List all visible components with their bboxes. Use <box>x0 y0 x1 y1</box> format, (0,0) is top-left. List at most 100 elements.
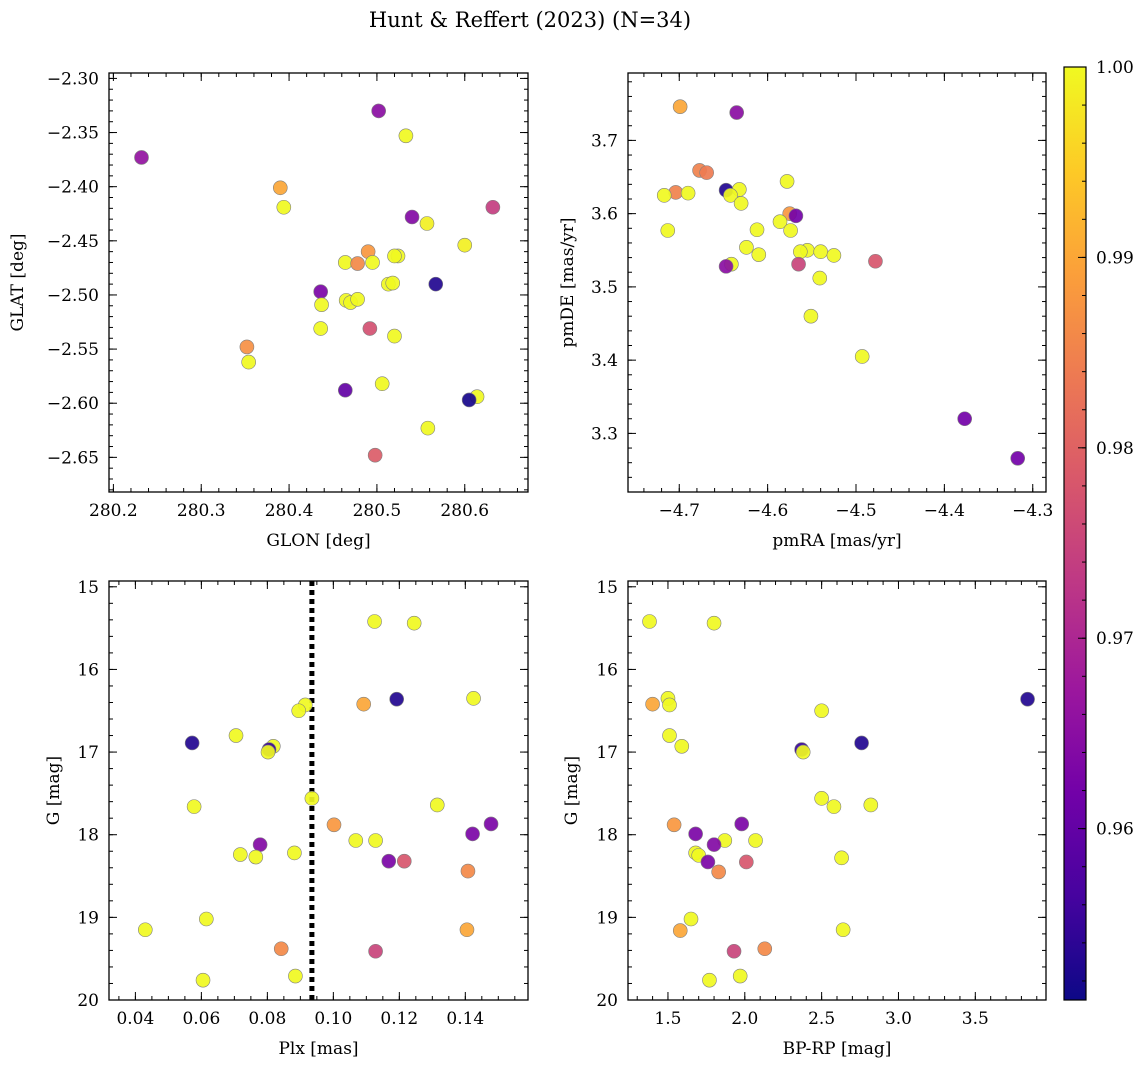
scatter-point <box>260 744 276 760</box>
x-tick-label: 280.3 <box>177 501 226 521</box>
scatter-point <box>273 941 289 957</box>
x-tick-label: 3.0 <box>885 1009 912 1029</box>
x-axis-label: BP-RP [mag] <box>783 1039 892 1059</box>
x-tick-label: 3.5 <box>962 1009 989 1029</box>
scatter-point <box>457 237 473 253</box>
scatter-point <box>813 244 828 260</box>
scatter-point <box>371 103 386 119</box>
x-tick-label: 0.06 <box>182 1009 220 1029</box>
scatter-point <box>729 105 744 120</box>
scatter-point <box>672 99 688 114</box>
x-axis-label: GLON [deg] <box>266 531 370 551</box>
scatter-point <box>706 837 722 852</box>
ticks <box>628 581 1046 1001</box>
colorbar: 0.96 0.97 0.98 0.99 1.00 <box>1063 58 1134 1001</box>
scatter-point <box>365 255 380 270</box>
x-tick-label: −4.7 <box>659 501 700 521</box>
scatter-point <box>368 833 383 848</box>
scatter-point <box>732 968 748 984</box>
scatter-point <box>356 696 371 712</box>
y-axis-label: G [mag] <box>562 756 582 825</box>
scatter-point <box>134 150 149 165</box>
y-tick-label: −2.45 <box>47 232 99 252</box>
scatter-point <box>718 259 734 274</box>
scatter-point <box>374 376 390 392</box>
scatter-point <box>389 691 404 707</box>
scatter-point <box>826 248 842 263</box>
scatter-point <box>734 816 750 832</box>
scatter-point <box>680 185 696 201</box>
y-tick-label: −2.50 <box>47 286 99 306</box>
scatter-point <box>304 791 320 806</box>
subplots: 280.2 280.3 280.4 280.5 280.6 −2.65 −2.60 −2.55… <box>8 69 1053 1059</box>
y-tick-label: −2.40 <box>47 178 99 198</box>
scatter-point <box>485 199 501 215</box>
x-tick-label: 280.6 <box>440 501 489 521</box>
scatter-point <box>465 826 480 842</box>
scatter-point <box>783 223 798 238</box>
y-tick-label: 19 <box>596 908 618 928</box>
scatter-point <box>795 744 811 760</box>
scatter-point <box>272 180 288 196</box>
scatter-point <box>854 349 870 364</box>
scatter-point <box>429 797 445 813</box>
y-tick-label: 20 <box>77 991 99 1011</box>
scatter-point <box>957 411 972 427</box>
colorbar-gradient <box>1063 66 1087 1001</box>
scatter-point <box>350 256 365 271</box>
scatter-point <box>674 738 690 754</box>
scatter-point <box>276 199 292 215</box>
scatter-point <box>385 275 401 291</box>
x-tick-label: 2.0 <box>731 1009 758 1029</box>
axes-frame <box>627 580 1047 1001</box>
y-tick-label: −2.55 <box>47 340 99 360</box>
y-tick-label: 19 <box>77 908 99 928</box>
scatter-point <box>683 911 699 927</box>
scatter-point <box>739 854 754 870</box>
scatter-point <box>186 799 202 814</box>
scatter-point <box>396 853 412 869</box>
y-tick-label: −2.60 <box>47 394 99 414</box>
scatter-point <box>835 922 851 938</box>
scatter-point <box>314 297 329 312</box>
y-tick-label: 3.4 <box>591 351 618 371</box>
x-tick-label: 2.5 <box>808 1009 835 1029</box>
scatter-point <box>387 328 402 344</box>
scatter-point <box>313 321 328 336</box>
x-axis-label: pmRA [mas/yr] <box>772 531 901 551</box>
x-tick-label: 0.14 <box>446 1009 484 1029</box>
scatter-point <box>726 943 742 959</box>
scatter-point <box>362 321 378 336</box>
scatter-point <box>460 863 476 879</box>
y-tick-label: 15 <box>596 578 618 598</box>
scatter-point <box>1020 691 1035 707</box>
x-tick-label: −4.3 <box>1012 501 1053 521</box>
scatter-point <box>834 850 849 866</box>
scatter-point <box>749 222 765 238</box>
x-tick-label: −4.6 <box>747 501 788 521</box>
scatter-point <box>404 209 420 225</box>
colorbar-tick-label: 0.98 <box>1096 439 1134 459</box>
scatter-point <box>757 941 773 957</box>
scatter-point <box>381 853 397 869</box>
scatter-point <box>645 696 660 712</box>
colorbar-tick-label: 0.99 <box>1096 248 1134 268</box>
ticks <box>109 73 528 492</box>
scatter-point <box>779 174 795 189</box>
ticks <box>109 581 528 1001</box>
scatter-point <box>723 188 738 203</box>
scatter-point <box>662 728 677 743</box>
axes-frame <box>108 580 529 1001</box>
scatter-point <box>367 447 383 463</box>
scatter-point <box>672 923 688 938</box>
x-tick-label: 280.4 <box>265 501 314 521</box>
scatter-point <box>788 208 804 224</box>
subplot-3: 0.04 0.06 0.08 0.10 0.12 0.14 15 16 17 18 19 20 Plx … <box>44 578 529 1059</box>
scatter-point <box>814 791 829 806</box>
scatter-point <box>350 291 365 307</box>
scatter-point <box>466 691 481 706</box>
x-tick-label: 280.5 <box>353 501 402 521</box>
y-tick-label: 16 <box>77 660 99 680</box>
scatter-point <box>688 826 703 842</box>
